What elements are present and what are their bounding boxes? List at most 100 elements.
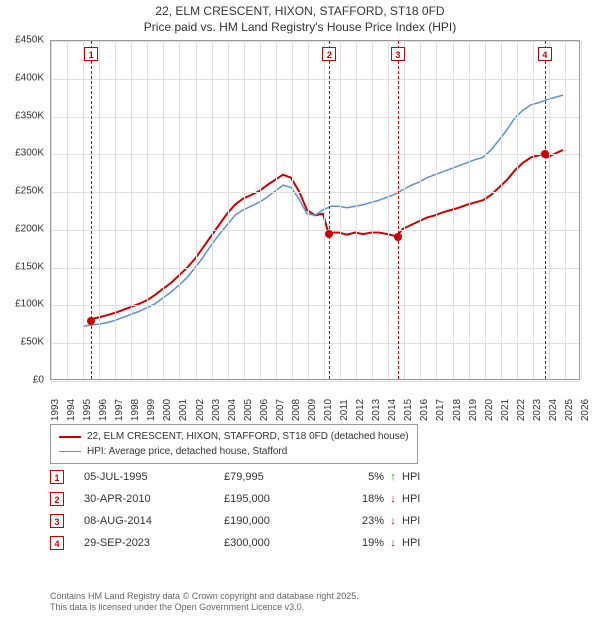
sales-row-badge: 4 xyxy=(50,536,64,550)
vgridline xyxy=(356,41,357,379)
legend-row: HPI: Average price, detached house, Staf… xyxy=(59,444,409,459)
vgridline xyxy=(83,41,84,379)
sales-table: 105-JUL-1995£79,9955%↑HPI230-APR-2010£19… xyxy=(50,466,442,554)
sales-row-badge: 1 xyxy=(50,470,64,484)
sales-row-price: £300,000 xyxy=(224,537,324,549)
legend-row: 22, ELM CRESCENT, HIXON, STAFFORD, ST18 … xyxy=(59,429,409,444)
y-tick-label: £50K xyxy=(21,337,44,348)
y-tick-label: £200K xyxy=(15,223,44,234)
vgridline xyxy=(549,41,550,379)
vgridline xyxy=(581,41,582,379)
footer-line-1: Contains HM Land Registry data © Crown c… xyxy=(50,591,359,603)
vgridline xyxy=(260,41,261,379)
x-tick-label: 1994 xyxy=(66,399,77,421)
vgridline xyxy=(404,41,405,379)
sale-dot xyxy=(394,233,402,241)
vgridline xyxy=(292,41,293,379)
sales-row: 308-AUG-2014£190,00023%↓HPI xyxy=(50,510,442,532)
vgridline xyxy=(179,41,180,379)
arrow-icon: ↓ xyxy=(384,493,402,505)
vgridline xyxy=(147,41,148,379)
sales-row-badge: 2 xyxy=(50,492,64,506)
arrow-icon: ↓ xyxy=(384,515,402,527)
vgridline xyxy=(501,41,502,379)
x-tick-label: 1997 xyxy=(114,399,125,421)
sales-row-date: 30-APR-2010 xyxy=(84,493,224,505)
vgridline xyxy=(420,41,421,379)
x-tick-label: 2003 xyxy=(211,399,222,421)
x-tick-label: 1999 xyxy=(146,399,157,421)
arrow-icon: ↑ xyxy=(384,471,402,483)
x-tick-label: 2025 xyxy=(564,399,575,421)
x-tick-label: 2012 xyxy=(355,399,366,421)
legend-swatch xyxy=(59,451,81,452)
legend-swatch xyxy=(59,436,81,438)
vgridline xyxy=(67,41,68,379)
x-tick-label: 2015 xyxy=(403,399,414,421)
footer: Contains HM Land Registry data © Crown c… xyxy=(50,591,359,614)
sale-marker-badge: 2 xyxy=(322,47,336,61)
vgridline xyxy=(99,41,100,379)
x-tick-label: 2011 xyxy=(339,399,350,421)
vgridline xyxy=(565,41,566,379)
vgridline xyxy=(163,41,164,379)
x-tick-label: 2002 xyxy=(195,399,206,421)
x-tick-label: 2018 xyxy=(452,399,463,421)
chart-container: 22, ELM CRESCENT, HIXON, STAFFORD, ST18 … xyxy=(0,0,600,620)
sales-row-diff: 5% xyxy=(324,471,384,483)
sales-row-diff: 23% xyxy=(324,515,384,527)
vgridline xyxy=(131,41,132,379)
arrow-icon: ↓ xyxy=(384,537,402,549)
x-tick-label: 1995 xyxy=(82,399,93,421)
sales-row-date: 29-SEP-2023 xyxy=(84,537,224,549)
vgridline xyxy=(244,41,245,379)
x-tick-label: 2017 xyxy=(435,399,446,421)
sale-marker-badge: 1 xyxy=(84,47,98,61)
sales-row: 2 30-APR-2010£195,00018%↓HPI xyxy=(50,488,442,510)
x-tick-label: 2019 xyxy=(468,399,479,421)
sales-row-price: £195,000 xyxy=(224,493,324,505)
vgridline xyxy=(308,41,309,379)
sale-dot xyxy=(325,230,333,238)
x-tick-label: 1998 xyxy=(130,399,141,421)
x-tick-label: 2023 xyxy=(532,399,543,421)
y-tick-label: £150K xyxy=(15,261,44,272)
x-tick-label: 2000 xyxy=(162,399,173,421)
sales-row-price: £79,995 xyxy=(224,471,324,483)
x-tick-label: 2022 xyxy=(516,399,527,421)
vgridline xyxy=(324,41,325,379)
title-line-1: 22, ELM CRESCENT, HIXON, STAFFORD, ST18 … xyxy=(0,4,600,20)
footer-line-2: This data is licensed under the Open Gov… xyxy=(50,602,359,614)
sales-row-diff: 18% xyxy=(324,493,384,505)
x-tick-label: 2005 xyxy=(243,399,254,421)
x-tick-label: 2013 xyxy=(371,399,382,421)
x-tick-label: 2008 xyxy=(291,399,302,421)
x-tick-label: 2020 xyxy=(484,399,495,421)
vgridline xyxy=(212,41,213,379)
x-tick-label: 2016 xyxy=(419,399,430,421)
sales-row-date: 08-AUG-2014 xyxy=(84,515,224,527)
sales-row-badge: 3 xyxy=(50,514,64,528)
x-axis: 1993199419951996199719981999200020012002… xyxy=(50,382,580,422)
y-tick-label: £300K xyxy=(15,148,44,159)
x-tick-label: 2009 xyxy=(307,399,318,421)
vgridline xyxy=(533,41,534,379)
sale-marker-line xyxy=(545,41,546,379)
sales-row-hpi: HPI xyxy=(402,515,442,527)
y-tick-label: £400K xyxy=(15,72,44,83)
sale-marker-line xyxy=(91,41,92,379)
sales-row-hpi: HPI xyxy=(402,493,442,505)
y-tick-label: £250K xyxy=(15,186,44,197)
sales-row-date: 05-JUL-1995 xyxy=(84,471,224,483)
sales-row: 105-JUL-1995£79,9955%↑HPI xyxy=(50,466,442,488)
vgridline xyxy=(51,41,52,379)
title-line-2: Price paid vs. HM Land Registry's House … xyxy=(0,20,600,36)
vgridline xyxy=(469,41,470,379)
x-tick-label: 1993 xyxy=(50,399,61,421)
series-hpi xyxy=(83,95,563,326)
legend-label: HPI: Average price, detached house, Staf… xyxy=(87,444,287,459)
vgridline xyxy=(196,41,197,379)
sale-marker-line xyxy=(398,41,399,379)
x-tick-label: 2014 xyxy=(387,399,398,421)
legend-label: 22, ELM CRESCENT, HIXON, STAFFORD, ST18 … xyxy=(87,429,409,444)
